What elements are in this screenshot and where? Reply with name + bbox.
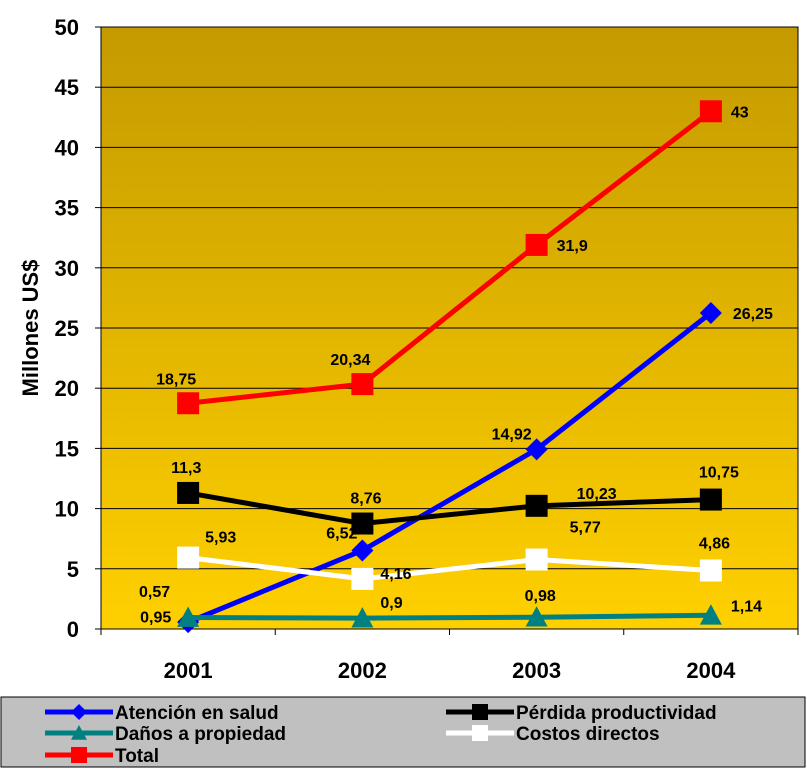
- legend-marker: [71, 725, 87, 740]
- x-tick-label: 2001: [164, 658, 213, 683]
- legend-label: Daños a propiedad: [115, 724, 286, 745]
- data-point: [525, 606, 548, 627]
- series-3: [177, 604, 722, 628]
- legend-marker: [71, 704, 87, 720]
- series-line: [187, 310, 713, 625]
- legend-box: [0, 696, 806, 768]
- data-point: [699, 559, 722, 582]
- data-label: 0,98: [525, 588, 556, 605]
- data-point: [699, 488, 722, 511]
- data-label: 0,57: [139, 584, 170, 601]
- data-label: 6,52: [326, 525, 357, 542]
- data-label: 11,3: [171, 460, 201, 477]
- x-tick-label: 2004: [686, 658, 736, 683]
- data-label: 4,86: [699, 535, 730, 552]
- series-line: [187, 109, 713, 406]
- data-point: [351, 567, 374, 590]
- data-label: 1,14: [731, 598, 762, 615]
- legend-marker: [472, 725, 488, 741]
- x-tick-label: 2003: [512, 658, 561, 683]
- data-label: 0,9: [380, 595, 402, 612]
- legend-item: Costos directos: [446, 724, 660, 745]
- legend-item: Daños a propiedad: [45, 724, 286, 745]
- y-tick-label: 0: [67, 617, 79, 642]
- y-tick-label: 15: [55, 436, 79, 461]
- legend-marker: [472, 704, 488, 720]
- y-tick-label: 45: [55, 75, 79, 100]
- data-point: [699, 301, 722, 324]
- legend-item: Atención en salud: [45, 703, 279, 724]
- data-point: [177, 392, 200, 415]
- data-point: [525, 494, 548, 517]
- data-label: 31,9: [557, 238, 588, 255]
- data-point: [525, 548, 548, 571]
- data-point: [177, 606, 200, 627]
- series-4: [177, 546, 722, 590]
- x-tick-labels: 2001 2002 2003 2004: [164, 658, 736, 683]
- legend-label: Pérdida productividad: [516, 703, 717, 724]
- data-label: 20,34: [330, 352, 370, 369]
- data-label: 14,92: [492, 426, 532, 443]
- data-point: [699, 604, 722, 625]
- y-tick-label: 40: [55, 135, 79, 160]
- data-point: [351, 512, 374, 535]
- data-point: [525, 438, 548, 461]
- data-point: [177, 546, 200, 569]
- y-tick-label: 30: [55, 256, 79, 281]
- y-tick-label: 50: [55, 15, 79, 40]
- data-label: 26,25: [733, 306, 773, 323]
- data-label: 4,16: [380, 566, 411, 583]
- data-label: 10,23: [577, 486, 617, 503]
- data-label: 18,75: [156, 371, 196, 388]
- data-label: 5,93: [205, 530, 236, 547]
- data-point: [699, 100, 722, 123]
- series-group: [177, 100, 722, 634]
- legend-label: Costos directos: [516, 724, 660, 745]
- y-tick-label: 35: [55, 196, 79, 221]
- data-point: [351, 539, 374, 562]
- series-line: [187, 490, 711, 527]
- y-tick-label: 10: [55, 497, 79, 522]
- data-point: [351, 607, 374, 628]
- data-label: 0,95: [140, 610, 171, 627]
- legend-item: Pérdida productividad: [446, 703, 717, 724]
- legend-label: Atención en salud: [115, 703, 279, 724]
- data-point: [351, 373, 374, 396]
- series-line: [188, 612, 711, 621]
- data-label: 8,76: [350, 491, 381, 508]
- series-5: [177, 100, 722, 415]
- y-tick-labels: 0 5 10 15 20 25 30 35 40 45 50: [55, 15, 79, 642]
- legend-marker: [71, 747, 87, 763]
- axes: [95, 26, 799, 635]
- series-2: [177, 481, 722, 535]
- legend-label: Total: [115, 746, 159, 767]
- x-tick-label: 2002: [338, 658, 387, 683]
- y-axis-label: Millones US$: [18, 260, 43, 397]
- y-tick-label: 5: [67, 557, 79, 582]
- data-label: 5,77: [570, 520, 601, 537]
- data-point: [525, 233, 548, 256]
- legend: Atención en salud Pérdida productividad Da…: [0, 696, 806, 768]
- series-line: [187, 555, 712, 582]
- legend-item: Total: [45, 746, 159, 767]
- data-label: 10,75: [699, 465, 739, 482]
- y-tick-label: 25: [55, 316, 79, 341]
- data-point: [177, 481, 200, 504]
- data-label: 43: [731, 104, 749, 121]
- y-tick-label: 20: [55, 376, 79, 401]
